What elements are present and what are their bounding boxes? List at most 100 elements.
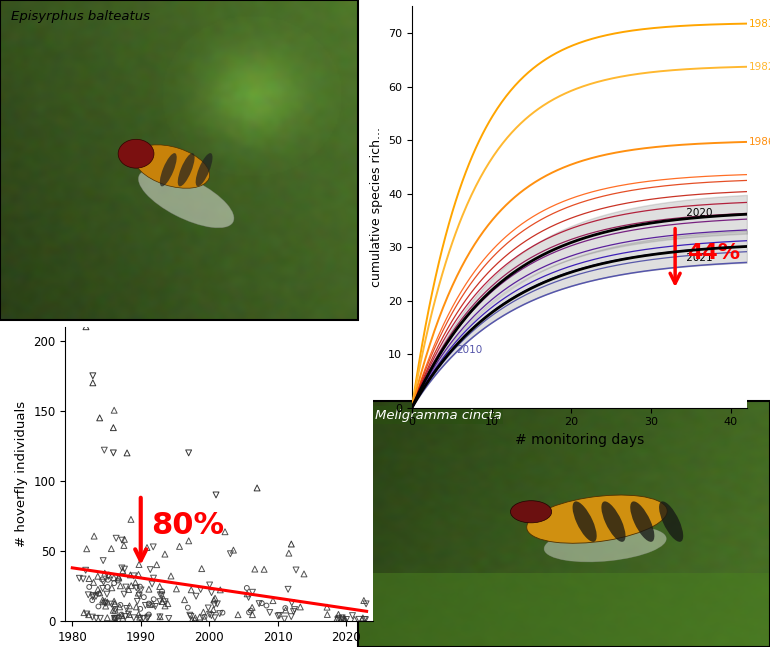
Point [97, 577, 109, 587]
Point [159, 597, 171, 607]
Point [133, 591, 146, 601]
Point [119, 582, 132, 592]
Point [118, 540, 130, 551]
Point [105, 582, 118, 593]
Point [263, 608, 276, 618]
Point [150, 560, 162, 570]
Point [134, 582, 146, 592]
Point [267, 595, 280, 606]
Point [114, 580, 126, 591]
Point [80, 322, 92, 332]
Point [133, 559, 146, 569]
Point [289, 604, 301, 615]
Point [340, 615, 352, 625]
Point [182, 448, 195, 458]
Point [227, 545, 239, 555]
Point [321, 609, 333, 620]
Point [86, 612, 99, 622]
Point [146, 579, 158, 589]
Point [148, 594, 160, 604]
Point [134, 604, 146, 614]
Point [107, 422, 119, 433]
Point [123, 609, 136, 620]
Point [77, 574, 89, 584]
Point [118, 589, 130, 599]
Point [159, 549, 171, 559]
Point [154, 611, 166, 622]
Ellipse shape [527, 495, 668, 543]
Point [241, 589, 253, 599]
Point [282, 584, 294, 595]
Point [78, 608, 90, 618]
Point [203, 609, 216, 619]
Point [108, 578, 120, 588]
Point [199, 614, 211, 624]
Point [206, 587, 218, 598]
Point [249, 564, 261, 575]
Ellipse shape [134, 145, 209, 188]
Point [190, 591, 203, 602]
Point [260, 600, 273, 611]
Point [336, 613, 348, 623]
Point [209, 613, 221, 623]
Point [87, 577, 99, 587]
Point [109, 613, 122, 624]
Point [79, 565, 92, 575]
Point [82, 609, 95, 620]
Ellipse shape [601, 501, 625, 542]
Point [73, 573, 85, 584]
Point [119, 534, 131, 545]
Point [185, 585, 197, 595]
Point [128, 571, 140, 581]
Point [193, 612, 206, 622]
Point [195, 584, 207, 595]
Point [101, 613, 113, 623]
Point [142, 584, 155, 595]
Point [294, 602, 306, 612]
Point [130, 582, 142, 593]
Point [97, 597, 109, 607]
Point [119, 564, 131, 575]
Point [92, 589, 105, 599]
Point [210, 490, 223, 500]
Point [337, 613, 350, 623]
Text: 1986: 1986 [748, 137, 770, 147]
Point [333, 613, 345, 624]
Point [211, 598, 223, 609]
Point [203, 580, 216, 590]
Point [283, 548, 295, 558]
Point [138, 592, 150, 602]
Ellipse shape [196, 153, 213, 186]
Point [287, 606, 300, 617]
Point [105, 599, 118, 609]
Point [108, 596, 120, 606]
Ellipse shape [511, 501, 551, 523]
Point [214, 585, 226, 595]
Point [112, 611, 125, 622]
Ellipse shape [118, 139, 154, 168]
Point [116, 535, 128, 545]
Point [101, 589, 113, 599]
Point [253, 598, 266, 609]
Point [182, 536, 195, 546]
Point [219, 527, 231, 537]
Point [135, 585, 147, 595]
Point [107, 448, 119, 458]
Point [290, 565, 302, 575]
Text: 80%: 80% [151, 511, 224, 540]
Point [122, 609, 135, 619]
Point [280, 603, 292, 613]
Point [83, 573, 95, 584]
Text: 1983: 1983 [748, 19, 770, 28]
Point [113, 602, 126, 612]
Point [258, 564, 270, 575]
Point [92, 584, 104, 595]
Point [162, 613, 175, 624]
Ellipse shape [139, 170, 234, 228]
Point [109, 613, 121, 623]
Point [216, 608, 229, 618]
Point [112, 575, 124, 586]
Point [129, 578, 142, 588]
Point [241, 583, 253, 593]
Point [199, 611, 211, 622]
